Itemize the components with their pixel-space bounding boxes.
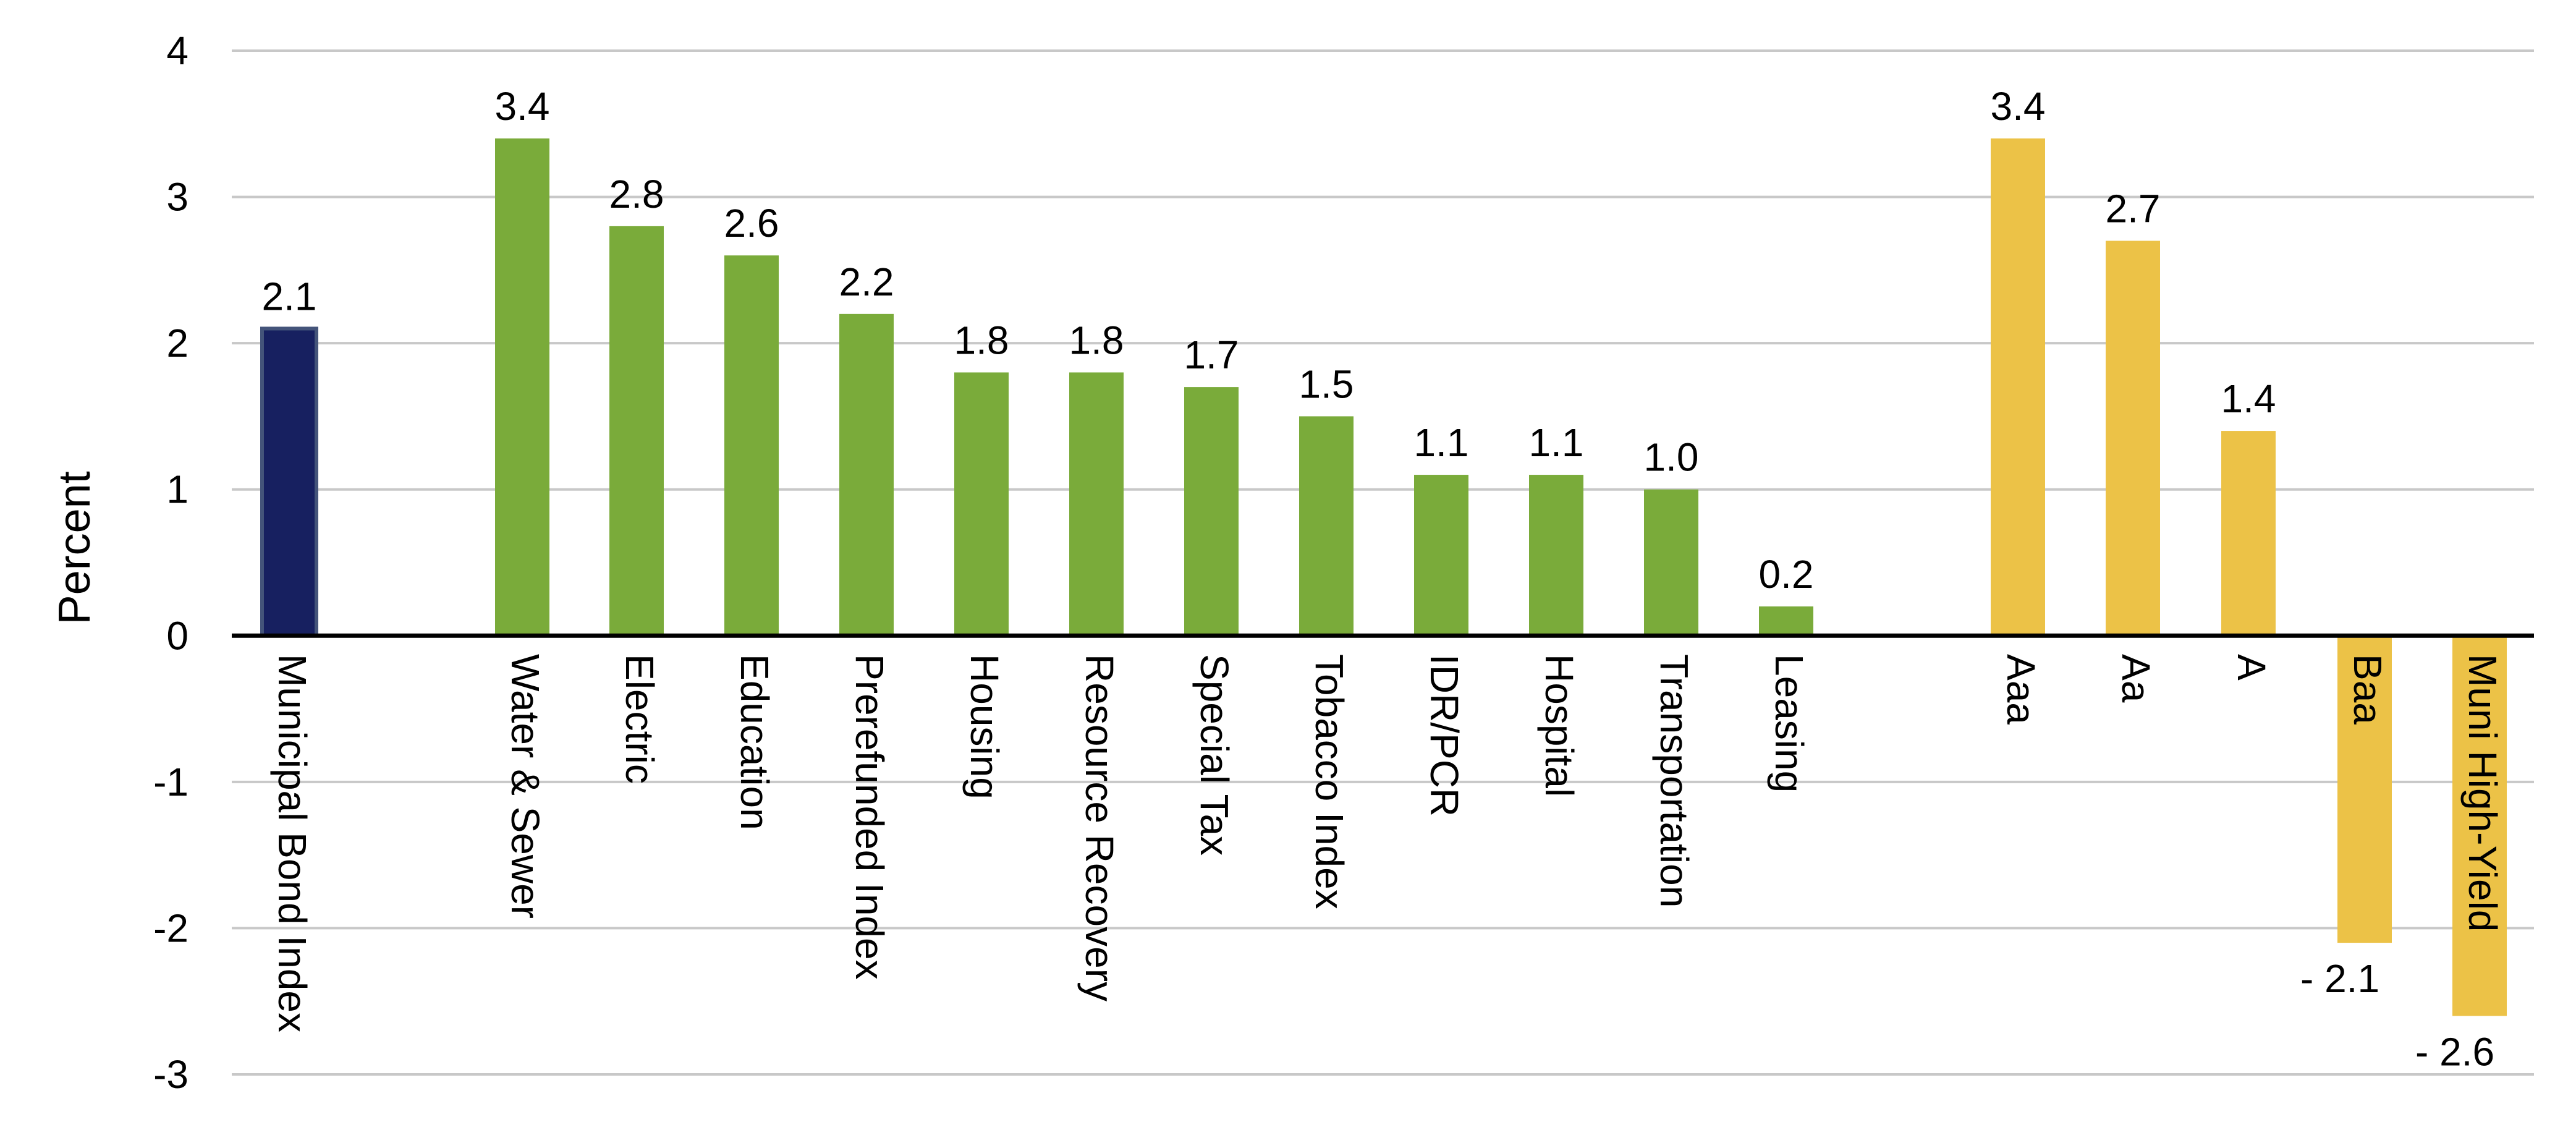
bar [1644, 489, 1698, 636]
data-label: 1.7 [1184, 333, 1239, 377]
data-label: 2.1 [262, 274, 317, 318]
bar [2221, 431, 2276, 636]
category-label: Water & Sewer [503, 654, 548, 919]
y-tick-label: -2 [153, 906, 189, 950]
data-label: 1.1 [1529, 420, 1584, 465]
bar [1529, 475, 1583, 636]
category-label: Education [732, 654, 777, 830]
data-label: - 2.6 [2415, 1029, 2494, 1074]
category-label: Housing [962, 654, 1007, 799]
category-label: Aaa [1999, 654, 2043, 725]
y-tick-label: 3 [166, 175, 189, 219]
category-label: Hospital [1537, 654, 1582, 797]
category-label: Aa [2114, 654, 2158, 703]
data-label: 1.1 [1414, 420, 1469, 465]
y-tick-label: 0 [166, 613, 189, 658]
bar [2337, 636, 2392, 943]
y-tick-label: 4 [166, 28, 189, 73]
data-label: 2.8 [609, 172, 664, 216]
data-label: 2.2 [839, 260, 894, 304]
bar [260, 326, 318, 638]
category-label: Baa [2345, 654, 2390, 725]
data-label: - 2.1 [2300, 956, 2379, 1001]
data-label: 1.5 [1299, 362, 1354, 406]
bar [495, 138, 549, 636]
y-tick-label: -3 [153, 1052, 189, 1097]
bar [1069, 372, 1124, 636]
data-label: 1.8 [1069, 318, 1124, 362]
bar [1299, 416, 1354, 636]
y-tick-label: 1 [166, 467, 189, 512]
category-label: Special Tax [1192, 654, 1237, 856]
category-label: Leasing [1767, 654, 1811, 793]
category-label: Electric [617, 654, 662, 784]
category-label: Municipal Bond Index [270, 654, 315, 1032]
bar [724, 255, 779, 636]
bar [1414, 475, 1468, 636]
data-label: 1.4 [2221, 376, 2276, 421]
data-label: 1.0 [1644, 435, 1699, 480]
bar [1184, 387, 1239, 636]
y-axis-label: Percent [50, 471, 100, 624]
data-label: 3.4 [495, 84, 550, 129]
data-label: 1.8 [954, 318, 1009, 362]
category-label: Transportation [1652, 654, 1697, 908]
bar [1991, 138, 2045, 636]
bar [609, 226, 664, 636]
y-tick-label: 2 [166, 321, 189, 365]
data-label: 0.2 [1759, 552, 1814, 597]
category-label: Tobacco Index [1307, 654, 1352, 909]
data-label: 3.4 [1991, 84, 2046, 129]
category-label: IDR/PCR [1422, 654, 1467, 817]
category-label: Prerefunded Index [847, 654, 892, 980]
data-label: 2.6 [724, 201, 779, 245]
category-label: A [2229, 654, 2274, 681]
category-label: Muni High-Yield [2460, 654, 2505, 932]
category-label: Resource Recovery [1077, 654, 1122, 1001]
y-tick-label: -1 [153, 760, 189, 804]
bar [954, 372, 1009, 636]
bar [1759, 606, 1813, 636]
bar [2106, 240, 2160, 636]
bar [839, 313, 894, 636]
bar [2452, 636, 2507, 1016]
data-label: 2.7 [2106, 187, 2161, 231]
